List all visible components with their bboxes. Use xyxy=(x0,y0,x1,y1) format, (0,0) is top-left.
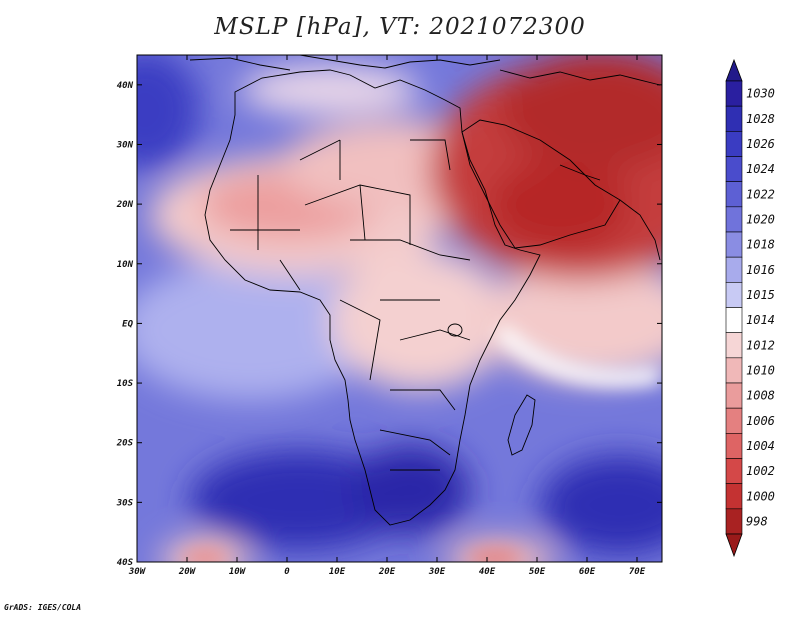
lat-tick-label: 20S xyxy=(116,439,134,449)
lat-tick-label: 30N xyxy=(116,140,134,150)
colorbar-swatch xyxy=(725,357,743,384)
lon-tick-label: 70E xyxy=(629,567,646,577)
colorbar-label: 1016 xyxy=(746,263,775,277)
colorbar-label: 1000 xyxy=(746,489,775,503)
lon-tick-label: 30E xyxy=(428,567,446,577)
lon-tick-label: 0 xyxy=(284,567,290,577)
colorbar-label: 1026 xyxy=(746,137,775,151)
latitude-axis: 40N 30N 20N 10N EQ 10S 20S 30S 40S xyxy=(116,81,662,568)
colorbar-label: 1004 xyxy=(746,439,775,453)
colorbar-label: 1015 xyxy=(746,288,775,302)
colorbar: 1030 1028 1026 1024 1022 1020 1018 1016 1015 1014… xyxy=(725,58,775,558)
colorbar-label: 1014 xyxy=(746,313,775,327)
colorbar-swatch xyxy=(725,433,743,459)
colorbar-label: 1024 xyxy=(746,162,775,176)
colorbar-swatch xyxy=(725,156,743,182)
lat-tick-label: 30S xyxy=(116,498,134,508)
lat-tick-label: 40N xyxy=(117,81,134,91)
lon-tick-label: 20W xyxy=(178,567,197,577)
lat-tick-label: 40S xyxy=(117,558,134,568)
longitude-axis: 30W 20W 10W 0 10E 20E 30E 40E 50E 60E 70E xyxy=(128,55,646,577)
lat-tick-label: 10N xyxy=(117,260,134,270)
colorbar-label: 1002 xyxy=(746,464,775,478)
colorbar-swatch xyxy=(725,105,743,132)
colorbar-swatch xyxy=(725,508,743,535)
colorbar-swatch xyxy=(725,458,743,484)
lon-tick-label: 50E xyxy=(529,567,546,577)
colorbar-swatch xyxy=(725,256,743,283)
lon-tick-label: 10W xyxy=(229,567,247,577)
plot-frame xyxy=(136,54,663,563)
lon-tick-label: 20E xyxy=(378,567,396,577)
lat-tick-label: EQ xyxy=(122,319,133,329)
lon-tick-label: 60E xyxy=(579,567,596,577)
colorbar-swatch xyxy=(725,282,743,308)
colorbar-bottom-arrow xyxy=(725,533,743,558)
lat-tick-label: 10S xyxy=(117,379,134,389)
lat-tick-label: 20N xyxy=(116,200,134,210)
lon-tick-label: 40E xyxy=(479,567,496,577)
colorbar-label: 1006 xyxy=(746,414,775,428)
colorbar-label: 1012 xyxy=(746,338,775,352)
map-title: MSLP [hPa], VT: 2021072300 xyxy=(214,14,586,40)
colorbar-swatch xyxy=(725,80,743,107)
lon-tick-label: 30W xyxy=(128,567,147,577)
colorbar-swatch xyxy=(725,407,743,434)
colorbar-label: 1022 xyxy=(746,187,775,201)
colorbar-label: 1018 xyxy=(746,238,775,252)
colorbar-swatch xyxy=(725,382,743,409)
colorbar-swatch xyxy=(725,131,743,157)
colorbar-swatch xyxy=(725,181,743,208)
colorbar-swatch xyxy=(725,231,743,258)
pressure-field xyxy=(137,55,662,562)
coastlines-borders xyxy=(189,55,661,526)
credit-text: GrADS: IGES/COLA xyxy=(4,603,82,612)
colorbar-label: 1008 xyxy=(746,389,775,403)
colorbar-label: 1028 xyxy=(746,112,775,126)
colorbar-swatch xyxy=(725,307,743,333)
lon-tick-label: 10E xyxy=(329,567,346,577)
colorbar-label: 1010 xyxy=(746,363,775,377)
colorbar-top-arrow xyxy=(725,58,743,82)
colorbar-label: 1030 xyxy=(746,87,775,101)
colorbar-swatch xyxy=(725,206,743,233)
colorbar-label: 998 xyxy=(746,514,768,528)
colorbar-swatch xyxy=(725,332,743,359)
colorbar-swatch xyxy=(725,483,743,510)
colorbar-label: 1020 xyxy=(746,212,775,226)
